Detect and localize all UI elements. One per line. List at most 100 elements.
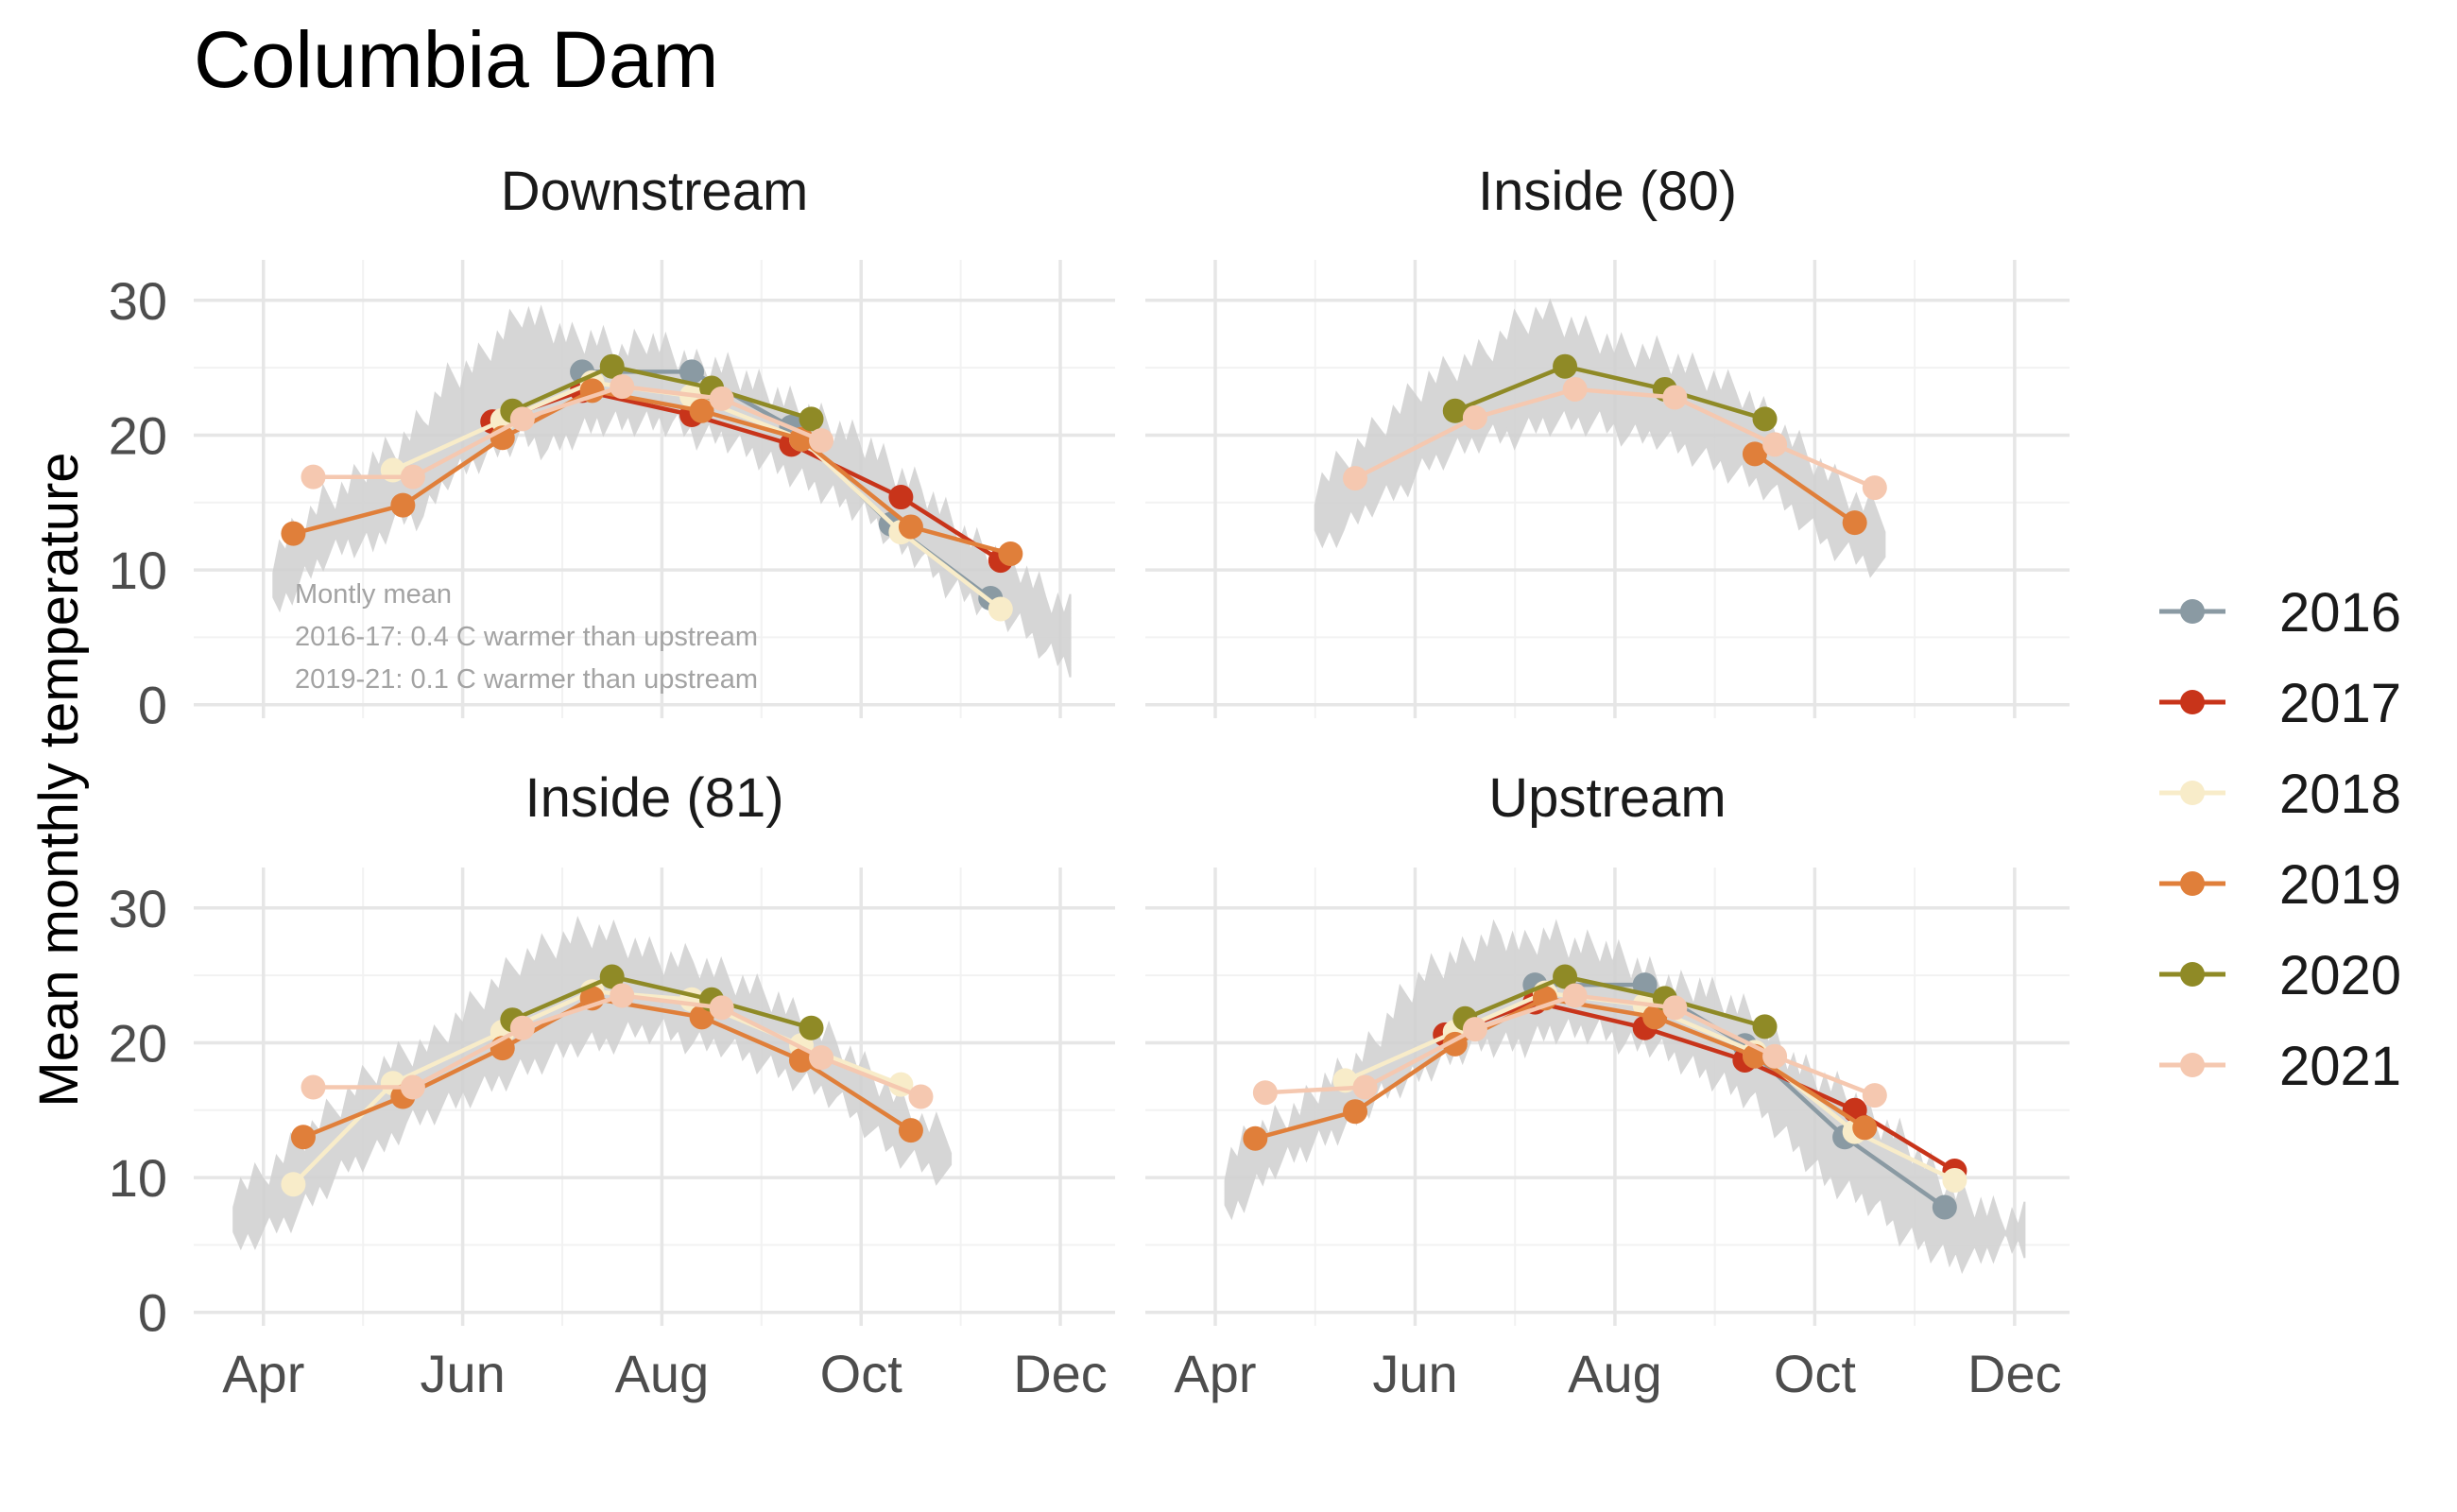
data-point-2016: [1932, 1194, 1957, 1220]
legend-label: 2017: [2279, 673, 2401, 734]
panel-inside-81: Inside (81) 0 10 20 30 Apr Jun Aug Oct Dec: [109, 767, 1115, 1403]
data-point-2019: [898, 514, 923, 540]
data-point-2021: [809, 428, 834, 454]
data-point-2021: [400, 464, 425, 490]
y-tick-label: 20: [109, 405, 167, 465]
x-tick-label: Aug: [615, 1344, 710, 1403]
daily-temperature-band: [272, 304, 1072, 678]
y-tick-label: 30: [109, 271, 167, 331]
series-2020: [500, 964, 824, 1040]
data-point-2021: [1562, 376, 1588, 402]
daily-temperature-band: [1224, 919, 2026, 1275]
legend-label: 2021: [2279, 1036, 2401, 1097]
data-point-2021: [1662, 995, 1688, 1021]
y-tick-label: 10: [109, 541, 167, 600]
data-point-2018: [281, 1172, 306, 1197]
data-point-2021: [610, 983, 635, 1008]
legend-key-point: [2180, 599, 2205, 624]
data-point-2020: [599, 964, 625, 989]
annotation-text: Montly mean: [295, 579, 452, 610]
data-point-2021: [809, 1045, 834, 1071]
data-point-2020: [799, 406, 824, 432]
panel-downstream: Downstream 0 10 20 30 Montly mean 2016-17: 0.4…: [109, 161, 1115, 735]
chart-title: Columbia Dam: [194, 15, 719, 104]
legend-item-2020: 2020: [2159, 945, 2401, 1006]
legend: 2016 2017 2018 2019 2020 2021: [2159, 582, 2401, 1097]
data-point-2021: [709, 995, 734, 1021]
data-point-2017: [888, 485, 914, 510]
series-2021: [1343, 376, 1887, 501]
series-line-2020: [1453, 364, 1766, 421]
data-point-2019: [390, 492, 416, 518]
legend-key-point: [2180, 690, 2205, 714]
panel-strip-title: Inside (81): [524, 767, 783, 829]
data-point-2021: [1762, 1043, 1788, 1069]
data-point-2020: [1553, 353, 1578, 379]
series-line-2019: [292, 388, 1011, 557]
data-point-2021: [509, 406, 535, 432]
data-point-2016: [679, 359, 705, 385]
data-point-2018: [988, 596, 1013, 622]
panel-strip-title: Downstream: [501, 161, 809, 222]
data-point-2021: [1662, 385, 1688, 410]
data-point-2019: [1642, 1005, 1668, 1030]
y-tick-label: 20: [109, 1013, 167, 1073]
data-point-2019: [1343, 1099, 1368, 1125]
panel-strip-title: Upstream: [1488, 767, 1726, 829]
data-point-2021: [400, 1074, 425, 1100]
legend-item-2016: 2016: [2159, 582, 2401, 644]
x-tick-label: Oct: [1774, 1344, 1857, 1403]
data-point-2019: [689, 398, 714, 423]
legend-key-point: [2180, 962, 2205, 987]
data-point-2021: [1562, 983, 1588, 1008]
data-point-2021: [1462, 1017, 1487, 1042]
data-point-2021: [1343, 466, 1368, 491]
data-point-2021: [301, 1074, 326, 1100]
data-point-2020: [1442, 398, 1468, 423]
data-point-2019: [1842, 510, 1867, 536]
data-point-2021: [1462, 404, 1487, 430]
data-point-2019: [898, 1118, 923, 1143]
legend-key-point: [2180, 781, 2205, 805]
data-point-2019: [290, 1125, 316, 1150]
annotation-text: 2016-17: 0.4 C warmer than upstream: [295, 622, 758, 652]
legend-label: 2020: [2279, 945, 2401, 1006]
y-tick-label: 30: [109, 879, 167, 938]
series-line-2020: [511, 364, 813, 421]
data-point-2020: [1752, 1014, 1778, 1040]
data-point-2020: [1553, 964, 1578, 989]
legend-label: 2016: [2279, 582, 2401, 644]
x-tick-label: Jun: [1372, 1344, 1457, 1403]
data-point-2021: [1352, 1074, 1378, 1100]
data-point-2021: [1762, 432, 1788, 457]
data-point-2018: [1942, 1167, 1967, 1193]
series-2020: [500, 353, 824, 432]
series-2021: [301, 374, 834, 490]
y-axis-label: Mean monthly temperature: [28, 452, 90, 1107]
series-2021: [1252, 983, 1887, 1108]
annotation-text: 2019-21: 0.1 C warmer than upstream: [295, 664, 758, 695]
x-tick-label: Oct: [820, 1344, 903, 1403]
data-point-2021: [1862, 1083, 1887, 1108]
series-line-2019: [1753, 452, 1856, 525]
data-point-2021: [610, 374, 635, 400]
y-tick-label: 0: [138, 676, 167, 735]
data-point-2019: [1243, 1125, 1268, 1151]
panel-strip-title: Inside (80): [1478, 161, 1737, 222]
x-tick-label: Jun: [420, 1344, 505, 1403]
series-line-2017: [491, 388, 1003, 562]
data-point-2019: [1742, 441, 1767, 467]
legend-key-point: [2180, 1053, 2205, 1077]
y-tick-label: 10: [109, 1148, 167, 1208]
series-2019: [290, 986, 923, 1150]
data-point-2020: [599, 353, 625, 379]
series-line-2020: [511, 974, 813, 1030]
data-point-2020: [799, 1015, 824, 1040]
data-point-2020: [1752, 406, 1778, 432]
x-tick-label: Dec: [1967, 1344, 2062, 1403]
data-point-2019: [281, 521, 306, 546]
x-tick-label: Apr: [222, 1344, 304, 1403]
series-2021: [301, 983, 934, 1109]
